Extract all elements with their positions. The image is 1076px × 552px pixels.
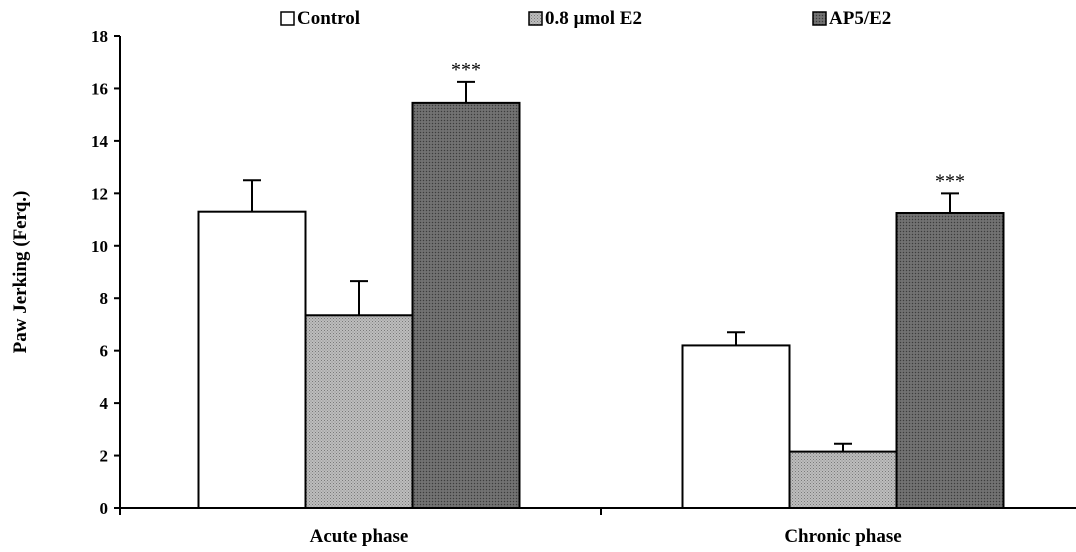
y-tick-label: 10 xyxy=(91,237,108,256)
bar-2-1 xyxy=(895,212,1005,509)
legend-item: AP5/E2 xyxy=(812,8,891,29)
bars xyxy=(197,80,1005,509)
bar-1-0 xyxy=(304,314,414,509)
significance-annotation: *** xyxy=(451,59,481,81)
x-tick-label: Acute phase xyxy=(310,526,409,547)
legend-swatch xyxy=(280,11,295,26)
legend-item: Control xyxy=(280,8,360,29)
bar-1-1 xyxy=(788,450,898,509)
y-tick-label: 6 xyxy=(100,342,109,361)
y-tick-label: 0 xyxy=(100,499,109,518)
x-tick-label: Chronic phase xyxy=(784,526,901,547)
legend-label: 0.8 µmol E2 xyxy=(545,8,642,29)
legend-label: AP5/E2 xyxy=(829,8,891,29)
legend-label: Control xyxy=(297,8,360,29)
y-tick-label: 4 xyxy=(100,394,109,413)
legend: Control 0.8 µmol E2 AP5/E2 xyxy=(280,8,891,29)
y-tick-label: 8 xyxy=(100,289,109,308)
legend-swatch xyxy=(528,11,543,26)
y-tick-label: 2 xyxy=(100,447,109,466)
y-tick-label: 16 xyxy=(91,79,108,98)
y-axis-title: Paw Jerking (Ferq.) xyxy=(10,191,31,354)
legend-item: 0.8 µmol E2 xyxy=(528,8,642,29)
y-tick-label: 12 xyxy=(91,184,108,203)
x-axis: Acute phase Chronic phase xyxy=(119,507,1076,547)
legend-swatch xyxy=(812,11,827,26)
significance-annotation: *** xyxy=(935,170,965,192)
y-tick-label: 18 xyxy=(91,27,108,46)
y-axis: 0 2 4 6 8 10 12 14 16 18 xyxy=(91,27,121,518)
bar-2-0 xyxy=(411,101,521,509)
y-tick-label: 14 xyxy=(91,132,109,151)
annotations: *** *** xyxy=(451,59,965,192)
bar-0-1 xyxy=(681,344,791,509)
bar-0-0 xyxy=(197,210,307,509)
